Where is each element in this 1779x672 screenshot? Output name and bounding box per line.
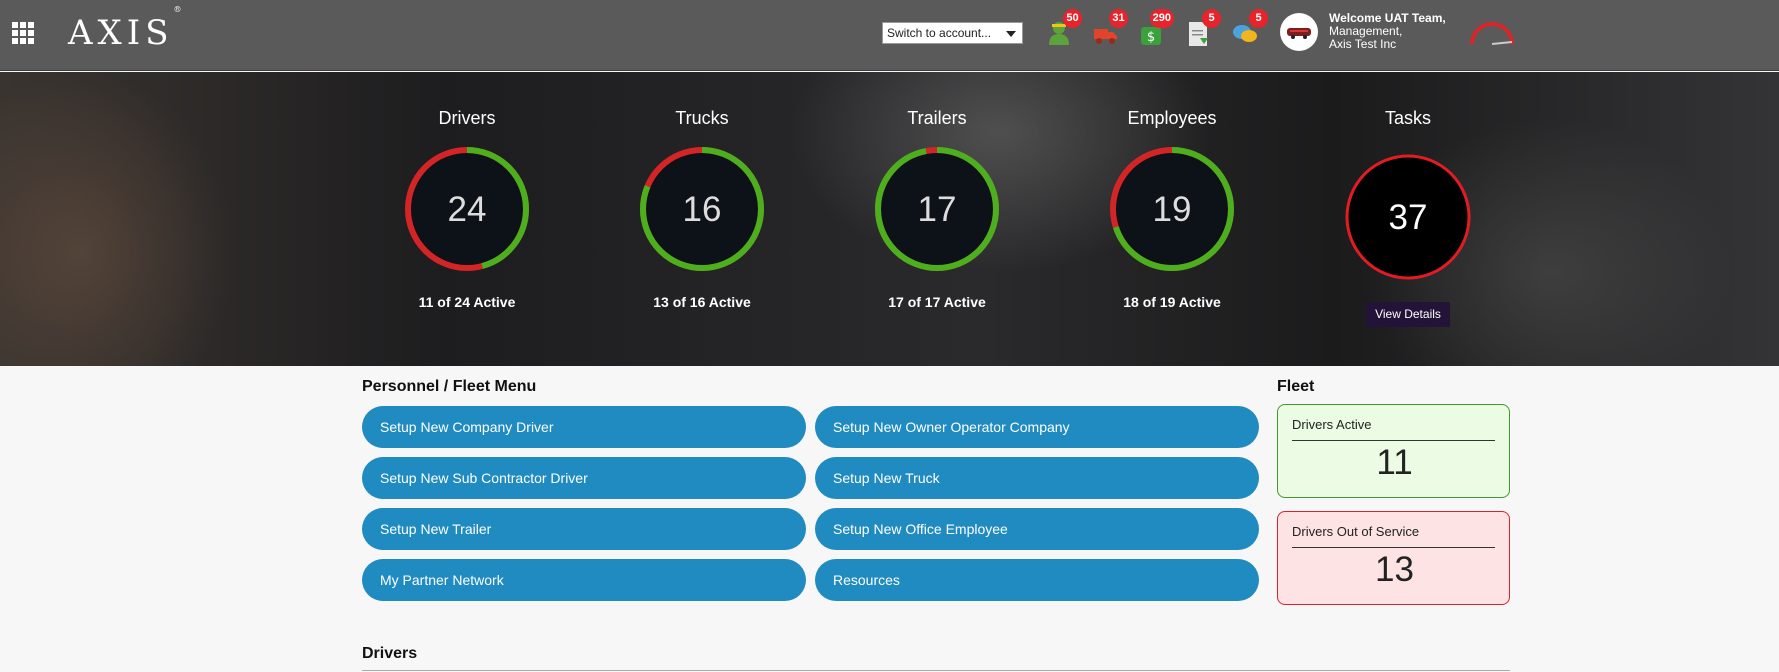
divider [1292,440,1495,441]
card-label: Drivers Out of Service [1292,524,1420,539]
stat-title: Tasks [1384,108,1431,128]
stat-active-text: 11 of 24 Active [418,294,516,310]
notification-count: 5 [1249,9,1268,28]
stat-value: 19 [1152,190,1192,229]
drivers-ring [405,147,529,271]
divider [362,670,1510,671]
stat-active-text: 18 of 19 Active [1123,294,1221,310]
user-company: Axis Test Inc [1329,37,1397,51]
menu-title: Personnel / Fleet Menu [362,378,537,395]
card-value: 13 [1375,550,1414,589]
setup-office-employee-button[interactable]: Setup New Office Employee [815,508,1259,550]
setup-owner-operator-button[interactable]: Setup New Owner Operator Company [815,406,1259,448]
welcome-text: Welcome UAT Team, [1329,11,1446,25]
notification-count: 5 [1202,9,1221,28]
user-role: Management, [1329,24,1403,38]
avatar[interactable] [1280,13,1318,51]
trailers-ring [875,147,999,271]
stat-active-text: 13 of 16 Active [653,294,751,310]
company-logo-icon [1287,28,1311,39]
drivers-section-title: Drivers [362,645,418,662]
stat-title: Trailers [907,108,967,128]
driver-icon [1049,22,1069,45]
setup-truck-button[interactable]: Setup New Truck [815,457,1259,499]
notification-count: 50 [1063,9,1082,28]
stat-title: Drivers [438,108,496,128]
svg-text:$: $ [1147,30,1155,45]
trucks-ring [640,147,764,271]
fleet-summary-banner: Drivers 24 11 of 24 Active Trucks 16 13 … [0,72,1779,366]
trucks-notification[interactable]: 31 [1090,9,1128,48]
drivers-out-of-service-card[interactable]: Drivers Out of Service 13 [1277,511,1510,605]
billing-notification[interactable]: $ 290 [1136,9,1174,48]
top-navbar: AXIS® Switch to account... 50 31 $ 290 5 [0,0,1779,71]
stat-active-text: 17 of 17 Active [888,294,986,310]
truck-icon [1094,29,1117,44]
tasks-ring [1345,154,1471,280]
switch-account-select[interactable]: Switch to account... [882,22,1023,44]
fleet-title: Fleet [1277,378,1315,395]
speedometer-icon[interactable] [1468,18,1516,46]
setup-trailer-button[interactable]: Setup New Trailer [362,508,806,550]
drivers-active-card[interactable]: Drivers Active 11 [1277,404,1510,498]
view-details-button[interactable]: View Details [1366,302,1450,327]
setup-company-driver-button[interactable]: Setup New Company Driver [362,406,806,448]
partner-network-button[interactable]: My Partner Network [362,559,806,601]
employees-ring [1110,147,1234,271]
document-icon [1189,22,1208,46]
chat-icon [1233,25,1257,42]
chevron-down-icon [1006,31,1016,37]
card-label: Drivers Active [1292,417,1372,432]
stat-value: 37 [1388,198,1428,237]
stat-title: Employees [1127,108,1217,128]
card-value: 11 [1376,443,1413,482]
user-info[interactable]: Welcome UAT Team, Management, Axis Test … [1329,12,1446,51]
notification-count: 31 [1109,9,1128,28]
money-icon: $ [1141,27,1161,45]
stat-value: 24 [447,190,487,229]
setup-sub-contractor-button[interactable]: Setup New Sub Contractor Driver [362,457,806,499]
stat-value: 16 [682,190,722,229]
drivers-notification[interactable]: 50 [1044,9,1082,48]
grid-icon[interactable] [12,22,34,44]
stat-value: 17 [917,190,957,229]
axis-logo[interactable]: AXIS® [68,4,182,53]
documents-notification[interactable]: 5 [1183,9,1221,48]
divider [1292,547,1495,548]
messages-notification[interactable]: 5 [1230,9,1268,48]
stat-title: Trucks [675,108,729,128]
resources-button[interactable]: Resources [815,559,1259,601]
notification-count: 290 [1149,9,1174,28]
